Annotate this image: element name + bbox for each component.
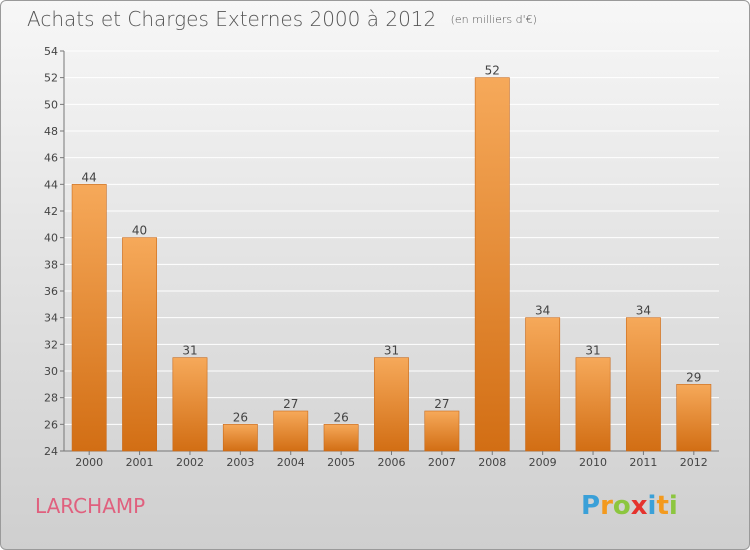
data-label: 29 [686,370,701,384]
logo-letter: P [581,491,601,521]
data-label: 31 [182,344,197,358]
place-name: LARCHAMP [35,494,146,518]
x-tick-label: 2000 [75,456,103,469]
y-tick-label: 32 [44,338,58,351]
y-tick-label: 26 [44,418,58,431]
bar [122,237,158,452]
bar [575,357,611,452]
x-tick-label: 2003 [226,456,254,469]
logo-letter: i [668,491,678,521]
bar [625,317,661,452]
data-label: 34 [535,304,550,318]
x-tick-label: 2005 [327,456,355,469]
x-tick-label: 2011 [629,456,657,469]
data-label: 31 [585,344,600,358]
data-label: 27 [283,397,298,411]
data-label: 31 [384,344,399,358]
y-tick-label: 28 [44,392,58,405]
y-tick-label: 54 [44,45,58,58]
bar [222,424,258,452]
x-tick-label: 2007 [428,456,456,469]
y-tick-label: 34 [44,312,58,325]
y-tick-label: 24 [44,445,58,458]
bar [525,317,561,452]
logo-letter: t [656,491,669,521]
x-tick-label: 2006 [378,456,406,469]
data-label: 26 [233,410,248,424]
bar [424,410,460,452]
proxiti-logo: Proxiti [581,491,678,521]
logo-letter: x [630,491,648,521]
logo-letter: r [600,491,613,521]
x-tick-label: 2002 [176,456,204,469]
y-tick-label: 52 [44,72,58,85]
y-tick-label: 44 [44,178,58,191]
bar [172,357,208,452]
data-label: 40 [132,224,147,238]
bar [71,184,107,452]
bar [323,424,359,452]
data-label: 34 [636,304,651,318]
bar [474,77,510,452]
chart-title-text: Achats et Charges Externes 2000 à 2012 [27,7,437,31]
data-label: 26 [333,410,348,424]
x-tick-label: 2008 [478,456,506,469]
logo-letter: o [612,491,631,521]
logo-letter: i [647,491,657,521]
y-tick-label: 38 [44,258,58,271]
y-tick-label: 36 [44,285,58,298]
bar [374,357,409,452]
y-tick-label: 48 [44,125,58,138]
x-tick-label: 2001 [126,456,154,469]
y-tick-label: 50 [44,98,58,111]
unit-note: (en milliers d'€) [450,13,537,26]
chart-title: Achats et Charges Externes 2000 à 2012 (… [27,7,537,31]
x-tick-label: 2012 [680,456,708,469]
y-tick-label: 30 [44,365,58,378]
y-tick-label: 46 [44,152,58,165]
data-label: 27 [434,397,449,411]
data-label: 52 [485,64,500,78]
data-label: 44 [82,170,97,184]
bar [273,410,309,452]
y-tick-label: 40 [44,232,58,245]
x-tick-label: 2010 [579,456,607,469]
y-tick-label: 42 [44,205,58,218]
bar [676,384,712,452]
x-tick-label: 2009 [529,456,557,469]
x-tick-label: 2004 [277,456,305,469]
